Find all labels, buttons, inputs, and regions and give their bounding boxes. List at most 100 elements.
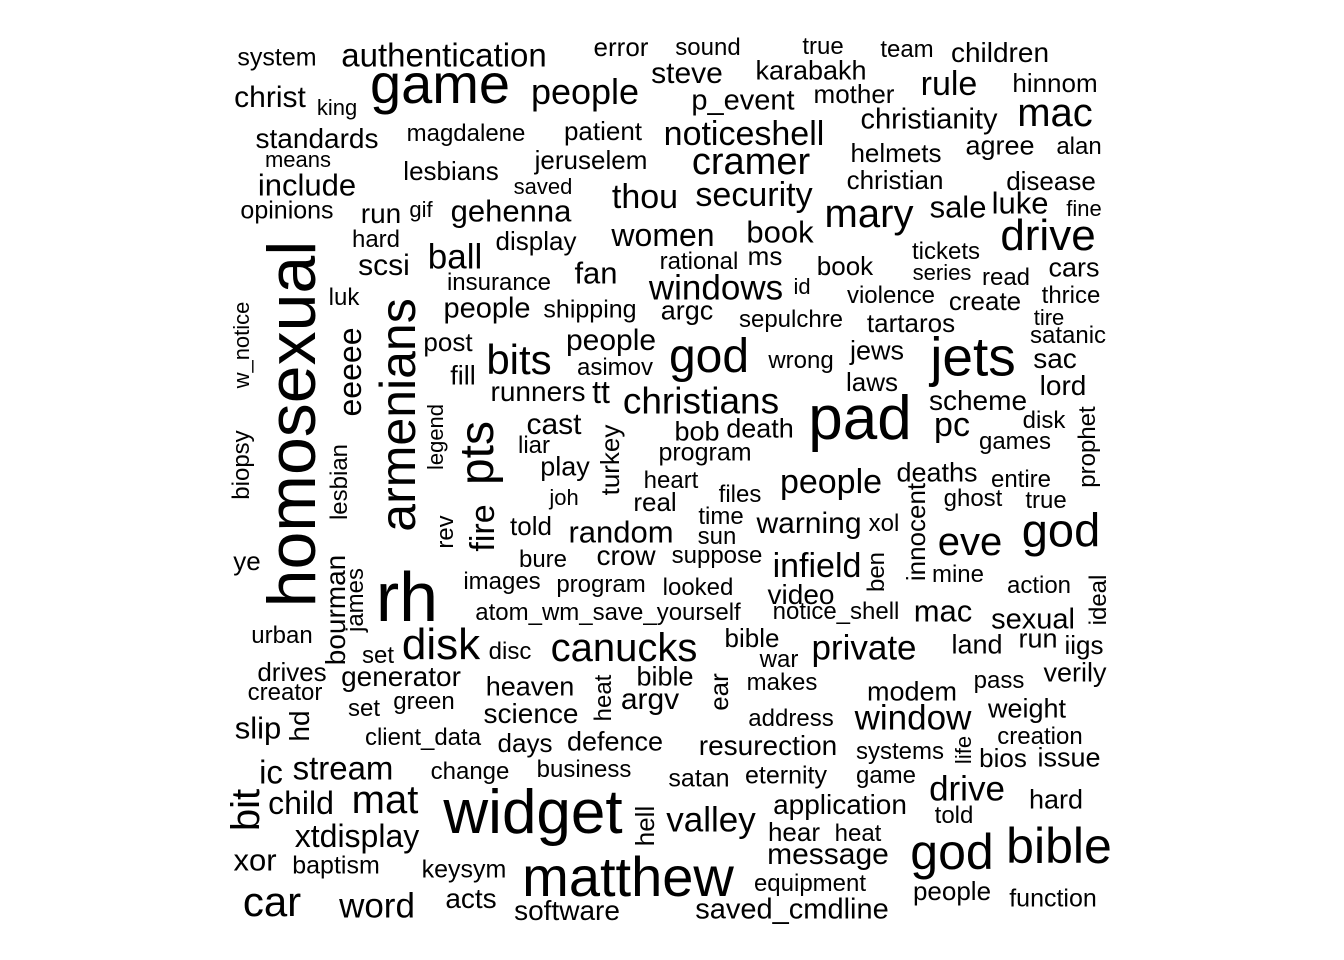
cloud-word: sepulchre (738, 306, 844, 333)
cloud-word: create (948, 286, 1022, 316)
cloud-word: entire (990, 466, 1052, 493)
cloud-word: warning (756, 507, 862, 540)
cloud-word: king (316, 95, 358, 120)
cloud-word: action (1006, 572, 1072, 599)
cloud-word: rh (375, 558, 439, 636)
cloud-word: jews (849, 335, 905, 366)
cloud-word: mine (931, 561, 985, 588)
cloud-word: bob (674, 416, 720, 447)
cloud-word: asimov (576, 354, 654, 381)
cloud-word: god (910, 824, 994, 880)
cloud-word: people (912, 876, 992, 906)
cloud-word: children (950, 37, 1050, 68)
cloud-word: pass (973, 667, 1025, 694)
cloud-word: sexual (991, 603, 1075, 636)
cloud-word: scsi (358, 249, 410, 282)
cloud-word: standards (255, 123, 379, 154)
cloud-word: client_data (364, 724, 482, 751)
cloud-word: book (816, 251, 874, 281)
cloud-word: baptism (292, 851, 380, 880)
cloud-word: saved_cmdline (695, 893, 889, 926)
cloud-word: play (540, 451, 590, 482)
cloud-word: mat (351, 778, 419, 822)
cloud-word: child (268, 785, 334, 821)
cloud-word: run (360, 198, 402, 229)
cloud-word: sac (1033, 343, 1077, 374)
cloud-word: fine (1066, 196, 1102, 221)
cloud-word: function (1009, 884, 1097, 913)
cloud-word: laws (845, 367, 899, 397)
cloud-word: program (556, 571, 646, 598)
cloud-word: science (483, 698, 579, 729)
cloud-word: equipment (753, 870, 867, 897)
cloud-word: thou (611, 178, 679, 216)
cloud-word: alan (1056, 133, 1102, 160)
cloud-word: car (242, 878, 302, 925)
cloud-word: hard (1028, 784, 1084, 815)
cloud-word: eternity (745, 761, 827, 790)
cloud-word: generator (341, 661, 461, 692)
cloud-word: issue (1037, 742, 1101, 773)
cloud-word: book (746, 214, 814, 250)
cloud-word: tt (592, 374, 610, 410)
cloud-word: luk (328, 284, 360, 311)
cloud-word: biopsy (228, 430, 255, 500)
cloud-word: atom_wm_save_yourself (475, 599, 741, 626)
cloud-word: private (811, 628, 917, 668)
cloud-word: opinions (240, 196, 334, 225)
cloud-word: fire (464, 504, 502, 552)
cloud-word: satanic (1029, 322, 1107, 349)
cloud-word: bit (224, 788, 268, 832)
cloud-word: people (565, 324, 657, 357)
cloud-word: message (767, 838, 889, 871)
cloud-word: true (1025, 487, 1067, 514)
cloud-word: notice_shell (772, 598, 900, 625)
cloud-word: insurance (446, 269, 552, 296)
cloud-word: argc (660, 295, 714, 326)
cloud-word: jets (930, 325, 1016, 388)
cloud-word: bible (636, 661, 694, 692)
cloud-word: system (237, 43, 317, 72)
cloud-word: people (779, 463, 883, 501)
cloud-word: thrice (1041, 282, 1101, 309)
cloud-word: mother (813, 79, 895, 109)
cloud-word: heat (834, 820, 882, 847)
cloud-word: urban (251, 622, 313, 649)
cloud-word: modem (866, 676, 958, 707)
cloud-word: matthew (522, 845, 734, 908)
cloud-word: bible (724, 623, 780, 653)
cloud-word: hear (767, 817, 821, 847)
cloud-word: rational (659, 248, 739, 275)
cloud-word: drives (257, 657, 327, 687)
cloud-word: business (536, 756, 632, 783)
cloud-word: ideal (1085, 574, 1112, 626)
cloud-word: runners (490, 376, 586, 407)
cloud-word: pts (451, 420, 504, 486)
cloud-word: resurection (698, 730, 838, 761)
cloud-word: real (633, 487, 677, 517)
cloud-word: life (951, 735, 976, 765)
cloud-word: acts (445, 883, 497, 914)
cloud-word: agree (965, 130, 1035, 161)
cloud-word: land (951, 629, 1003, 660)
cloud-word: violence (846, 282, 936, 309)
cloud-word: word (339, 886, 415, 926)
cloud-word: team (880, 36, 934, 63)
cloud-word: time (698, 503, 744, 530)
cloud-word: cars (1048, 252, 1100, 283)
cloud-word: xor (233, 842, 277, 878)
cloud-word: ear (704, 673, 734, 711)
cloud-word: prophet (1074, 406, 1101, 488)
cloud-word: satan (668, 764, 730, 793)
cloud-word: people (443, 292, 531, 325)
cloud-word: hd (284, 710, 315, 742)
cloud-word: god (1021, 503, 1101, 557)
cloud-word: change (430, 758, 510, 785)
cloud-word: makes (746, 669, 818, 696)
cloud-word: deaths (896, 457, 978, 488)
cloud-word: ball (427, 237, 483, 277)
cloud-word: heart (643, 467, 699, 494)
cloud-word: war (759, 646, 799, 673)
cloud-word: rule (920, 65, 978, 103)
